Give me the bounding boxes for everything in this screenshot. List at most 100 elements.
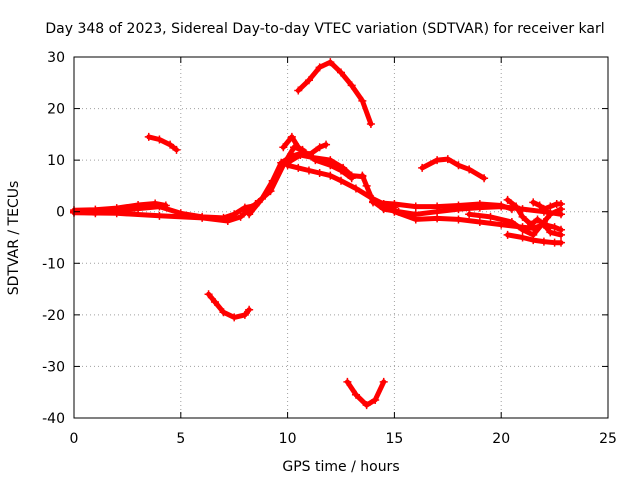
series-line bbox=[146, 134, 179, 153]
y-tick-label: -40 bbox=[42, 411, 65, 427]
data-point bbox=[518, 233, 527, 242]
series-track-p bbox=[294, 58, 375, 129]
data-point bbox=[550, 223, 559, 232]
data-point bbox=[475, 218, 484, 227]
data-point bbox=[529, 236, 538, 245]
data-point bbox=[144, 132, 153, 141]
data-point bbox=[219, 308, 228, 317]
series-track-q bbox=[418, 155, 489, 183]
data-point bbox=[315, 63, 324, 72]
data-point bbox=[379, 205, 388, 214]
data-point bbox=[204, 290, 213, 299]
data-point bbox=[151, 199, 160, 208]
data-point bbox=[533, 215, 542, 224]
series-track-l bbox=[503, 195, 566, 239]
data-point bbox=[518, 225, 527, 234]
y-tick-label: 0 bbox=[56, 205, 65, 221]
data-point bbox=[304, 150, 313, 159]
data-point bbox=[546, 202, 555, 211]
data-point bbox=[362, 181, 371, 190]
data-point bbox=[539, 220, 548, 229]
x-tick-label: 25 bbox=[599, 431, 617, 447]
data-point bbox=[279, 143, 288, 152]
series-line bbox=[505, 197, 564, 238]
data-point bbox=[351, 184, 360, 193]
data-point bbox=[358, 171, 367, 180]
data-point bbox=[315, 143, 324, 152]
data-point bbox=[315, 169, 324, 178]
series-track-h bbox=[358, 171, 566, 219]
series-track-s bbox=[343, 377, 388, 410]
data-point bbox=[155, 135, 164, 144]
y-tick-label: 20 bbox=[47, 102, 65, 118]
data-point bbox=[236, 212, 245, 221]
data-point bbox=[343, 377, 352, 386]
data-point bbox=[443, 155, 452, 164]
data-point bbox=[390, 207, 399, 216]
data-point bbox=[326, 58, 335, 67]
data-point bbox=[337, 68, 345, 77]
data-point bbox=[240, 310, 249, 319]
series-track-r bbox=[204, 290, 254, 322]
x-tick-label: 0 bbox=[70, 431, 79, 447]
data-point bbox=[518, 212, 527, 221]
data-point bbox=[475, 199, 484, 208]
data-point bbox=[166, 140, 175, 149]
data-point bbox=[454, 201, 463, 210]
series-line bbox=[344, 379, 387, 408]
y-tick-label: 10 bbox=[47, 153, 65, 169]
data-point bbox=[134, 201, 143, 210]
data-point bbox=[337, 176, 345, 185]
data-point bbox=[411, 215, 420, 224]
data-point bbox=[527, 220, 536, 229]
y-tick-label: 30 bbox=[47, 50, 65, 66]
data-point bbox=[294, 143, 303, 152]
data-point bbox=[465, 165, 474, 174]
data-point bbox=[503, 195, 512, 204]
series-line bbox=[295, 59, 374, 127]
x-axis-label: GPS time / hours bbox=[282, 459, 399, 475]
series-track-m bbox=[529, 198, 566, 214]
data-point bbox=[245, 210, 254, 219]
data-point bbox=[557, 199, 566, 208]
data-point bbox=[172, 145, 181, 154]
data-point bbox=[539, 205, 548, 214]
data-point bbox=[480, 174, 489, 183]
data-point bbox=[411, 202, 420, 211]
data-point bbox=[358, 96, 367, 105]
y-tick-label: -30 bbox=[42, 359, 65, 375]
x-tick-label: 10 bbox=[279, 431, 297, 447]
data-point bbox=[454, 161, 463, 170]
data-point bbox=[390, 199, 399, 208]
data-point bbox=[507, 205, 516, 214]
data-point bbox=[486, 212, 495, 221]
plot-frame bbox=[73, 56, 609, 419]
data-point bbox=[230, 313, 239, 322]
data-point bbox=[497, 201, 506, 210]
data-point bbox=[304, 76, 313, 85]
chart-title: Day 348 of 2023, Sidereal Day-to-day VTE… bbox=[45, 21, 604, 37]
data-point bbox=[198, 213, 207, 222]
data-point bbox=[304, 166, 313, 175]
data-point bbox=[155, 211, 164, 220]
data-point bbox=[339, 163, 348, 172]
series-track-o bbox=[144, 132, 181, 154]
data-point bbox=[296, 150, 305, 159]
series-track-n bbox=[503, 230, 566, 247]
y-tick-label: -10 bbox=[42, 256, 65, 272]
data-point bbox=[210, 297, 219, 306]
data-point bbox=[433, 202, 442, 211]
data-point bbox=[257, 194, 266, 203]
data-point bbox=[351, 390, 360, 399]
data-point bbox=[294, 163, 303, 172]
data-point bbox=[326, 156, 335, 165]
data-point bbox=[294, 86, 303, 95]
data-point bbox=[539, 237, 548, 246]
data-point bbox=[512, 202, 521, 211]
data-point bbox=[507, 218, 516, 227]
data-point bbox=[369, 198, 378, 207]
data-point bbox=[503, 230, 512, 239]
data-point bbox=[326, 171, 335, 180]
data-point bbox=[245, 305, 254, 314]
